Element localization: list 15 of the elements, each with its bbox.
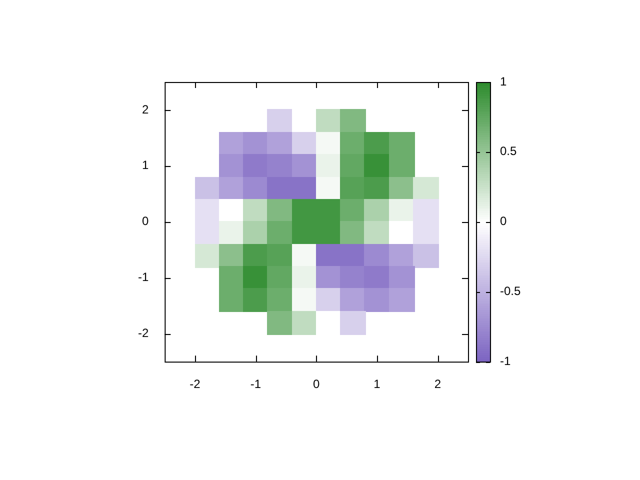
- y-tick-label: 1: [142, 158, 149, 172]
- x-tick-label: 1: [374, 377, 381, 392]
- x-tick-label: 2: [434, 377, 442, 392]
- x-tick-label: -2: [190, 377, 201, 392]
- y-tick-label: -1: [138, 270, 149, 284]
- x-tick-label: -1: [250, 377, 262, 392]
- y-tick-label: 0: [142, 214, 149, 228]
- x-tick-label: 0: [312, 377, 320, 392]
- color-bar-label: 0.5: [500, 144, 518, 158]
- y-tick-label: -2: [138, 326, 149, 340]
- y-tick-label: 2: [142, 102, 149, 116]
- color-bar-label: -1: [500, 354, 511, 368]
- color-bar-label: -0.5: [500, 284, 522, 298]
- color-bar-label: 1: [500, 74, 507, 88]
- color-bar-label: 0: [500, 214, 507, 228]
